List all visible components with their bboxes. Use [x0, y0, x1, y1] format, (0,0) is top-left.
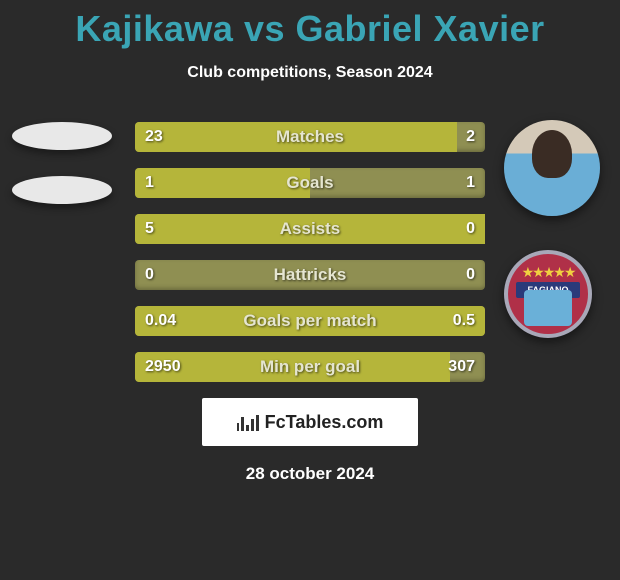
stat-value-left: 0	[145, 266, 154, 284]
stat-value-right: 307	[448, 358, 475, 376]
page-title: Kajikawa vs Gabriel Xavier	[0, 0, 620, 50]
brand-main: Tables	[286, 412, 342, 432]
stats-list: 23 2 Matches 1 1 Goals 5 0 Assists 0 0 Hattricks 0.0…	[0, 122, 620, 382]
stat-row: 1 1 Goals	[135, 168, 485, 198]
stat-label: Goals	[286, 173, 333, 193]
stat-value-left: 5	[145, 220, 154, 238]
brand-suffix: .com	[341, 412, 383, 432]
brand-bar-icon	[241, 417, 244, 431]
stat-row: 23 2 Matches	[135, 122, 485, 152]
page-subtitle: Club competitions, Season 2024	[0, 64, 620, 82]
stat-value-right: 0	[466, 220, 475, 238]
stat-label: Assists	[280, 219, 340, 239]
brand-text: FcTables.com	[265, 412, 384, 433]
stat-label: Min per goal	[260, 357, 360, 377]
stat-label: Goals per match	[243, 311, 376, 331]
stat-bar-left-fill	[135, 168, 310, 198]
stat-row: 0.04 0.5 Goals per match	[135, 306, 485, 336]
stat-value-right: 1	[466, 174, 475, 192]
stat-value-left: 23	[145, 128, 163, 146]
stat-row: 2950 307 Min per goal	[135, 352, 485, 382]
brand-bars-icon	[237, 413, 259, 431]
stat-value-left: 1	[145, 174, 154, 192]
brand-bar-icon	[237, 423, 240, 431]
stat-value-right: 0	[466, 266, 475, 284]
brand-bar-icon	[246, 425, 249, 431]
brand-bar-icon	[251, 419, 254, 431]
stat-label: Hattricks	[274, 265, 347, 285]
stat-value-left: 2950	[145, 358, 181, 376]
brand-badge[interactable]: FcTables.com	[202, 398, 418, 446]
stat-label: Matches	[276, 127, 344, 147]
stat-value-left: 0.04	[145, 312, 176, 330]
stat-value-right: 2	[466, 128, 475, 146]
brand-bar-icon	[256, 415, 259, 431]
date-text: 28 october 2024	[0, 464, 620, 484]
stat-row: 0 0 Hattricks	[135, 260, 485, 290]
brand-prefix: Fc	[265, 412, 286, 432]
stat-value-right: 0.5	[453, 312, 475, 330]
stat-row: 5 0 Assists	[135, 214, 485, 244]
